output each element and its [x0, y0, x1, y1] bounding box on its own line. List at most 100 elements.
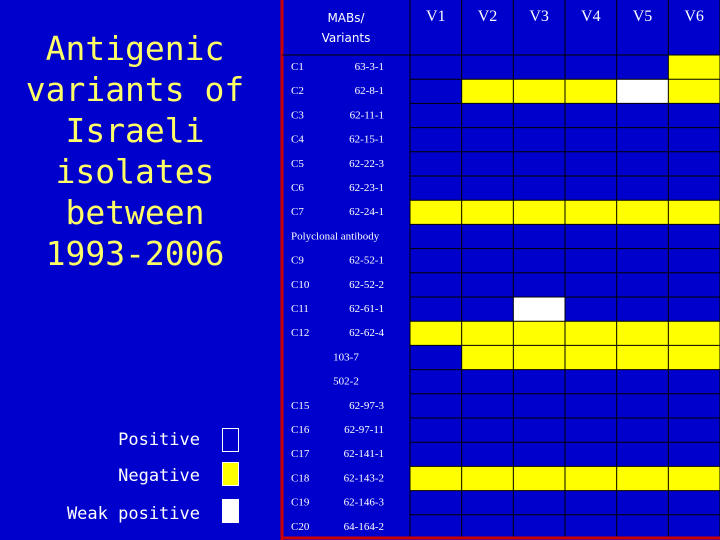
cell-r6-v2: [461, 176, 514, 201]
column-header-v2: V2: [478, 8, 498, 25]
cell-r14-v4: [565, 369, 617, 394]
cell-r15-v6: [668, 393, 720, 418]
row-mab-16: 62-97-11: [344, 424, 384, 436]
cell-r7-v2: [461, 200, 514, 225]
row-clone-17: C17: [291, 448, 310, 460]
cell-r16-v3: [513, 418, 565, 443]
cell-r3-v5: [616, 103, 669, 128]
cell-r10-v1: [410, 272, 462, 297]
cell-r12-v2: [461, 321, 514, 346]
cell-r10-v3: [513, 272, 565, 297]
row-mab-9: 62-52-1: [349, 255, 384, 267]
cell-r11-v5: [616, 297, 669, 322]
cell-r4-v1: [410, 127, 462, 152]
row-clone-4: C4: [291, 134, 304, 146]
cell-r15-v1: [410, 393, 462, 418]
cell-r19-v6: [668, 490, 720, 515]
cell-r13-v2: [461, 345, 514, 370]
row-clone-16: C16: [291, 424, 310, 436]
cell-r7-v6: [668, 200, 720, 225]
cell-r13-v3: [513, 345, 565, 370]
cell-r14-v2: [461, 369, 514, 394]
cell-r10-v2: [461, 272, 514, 297]
cell-r3-v3: [513, 103, 565, 128]
column-header-v6: V6: [684, 8, 704, 25]
cell-r17-v2: [461, 442, 514, 467]
cell-r8-v1: [410, 224, 462, 249]
row-clone-12: C12: [291, 327, 309, 339]
cell-r17-v6: [668, 442, 720, 467]
cell-r19-v1: [410, 490, 462, 515]
cell-r14-v5: [616, 369, 669, 394]
header-mabs: MABs/: [327, 11, 365, 25]
cell-r18-v6: [668, 466, 720, 491]
cell-r15-v3: [513, 393, 565, 418]
cell-r5-v5: [616, 151, 669, 176]
cell-r4-v3: [513, 127, 565, 152]
row-clone-20: C20: [291, 521, 310, 533]
row-mab-6: 62-23-1: [349, 182, 384, 194]
cell-r15-v5: [616, 393, 669, 418]
cell-r20-v5: [616, 514, 669, 539]
cell-r18-v1: [410, 466, 462, 491]
cell-r17-v5: [616, 442, 669, 467]
cell-r1-v1: [410, 55, 462, 80]
cell-r8-v4: [565, 224, 617, 249]
cell-r11-v2: [461, 297, 514, 322]
cell-r4-v4: [565, 127, 617, 152]
cell-r17-v1: [410, 442, 462, 467]
cell-r20-v2: [461, 514, 514, 539]
cell-r13-v1: [410, 345, 462, 370]
cell-r12-v3: [513, 321, 565, 346]
cell-r2-v4: [565, 79, 617, 104]
cell-r15-v4: [565, 393, 617, 418]
cell-r15-v2: [461, 393, 514, 418]
cell-r16-v2: [461, 418, 514, 443]
cell-r13-v4: [565, 345, 617, 370]
row-clone-19: C19: [291, 497, 310, 509]
cell-r2-v1: [410, 79, 462, 104]
row-mab-15: 62-97-3: [349, 400, 384, 412]
cell-r17-v4: [565, 442, 617, 467]
legend-swatch-negative: [222, 462, 239, 486]
cell-r11-v3: [513, 297, 565, 322]
cell-r20-v1: [410, 514, 462, 539]
cell-r10-v5: [616, 272, 669, 297]
cell-r10-v6: [668, 272, 720, 297]
cell-r7-v5: [616, 200, 669, 225]
cell-r16-v6: [668, 418, 720, 443]
cell-r6-v6: [668, 176, 720, 201]
row-mab-8: Polyclonal antibody: [291, 230, 380, 242]
cell-r19-v4: [565, 490, 617, 515]
cell-r12-v4: [565, 321, 617, 346]
cell-r13-v6: [668, 345, 720, 370]
cell-r20-v6: [668, 514, 720, 539]
legend-swatch-weak: [222, 499, 239, 523]
cell-r1-v4: [565, 55, 617, 80]
row-clone-1: C1: [291, 61, 304, 73]
cell-r8-v6: [668, 224, 720, 249]
cell-r8-v5: [616, 224, 669, 249]
legend-swatch-positive: [222, 428, 239, 452]
cell-r9-v5: [616, 248, 669, 273]
row-mab-5: 62-22-3: [349, 158, 384, 170]
row-clone-18: C18: [291, 472, 310, 484]
row-mab-17: 62-141-1: [344, 448, 384, 460]
row-mab-14: 502-2: [333, 376, 359, 388]
cell-r4-v5: [616, 127, 669, 152]
row-clone-9: C9: [291, 255, 304, 267]
cell-r10-v4: [565, 272, 617, 297]
row-mab-11: 62-61-1: [349, 303, 384, 315]
cell-r12-v1: [410, 321, 462, 346]
cell-r1-v6: [668, 55, 720, 80]
row-clone-5: C5: [291, 158, 304, 170]
row-mab-12: 62-62-4: [349, 327, 384, 339]
cell-r5-v4: [565, 151, 617, 176]
cell-r19-v2: [461, 490, 514, 515]
cell-r1-v5: [616, 55, 669, 80]
cell-r14-v1: [410, 369, 462, 394]
cell-r6-v4: [565, 176, 617, 201]
row-clone-3: C3: [291, 109, 304, 121]
cell-r1-v3: [513, 55, 565, 80]
